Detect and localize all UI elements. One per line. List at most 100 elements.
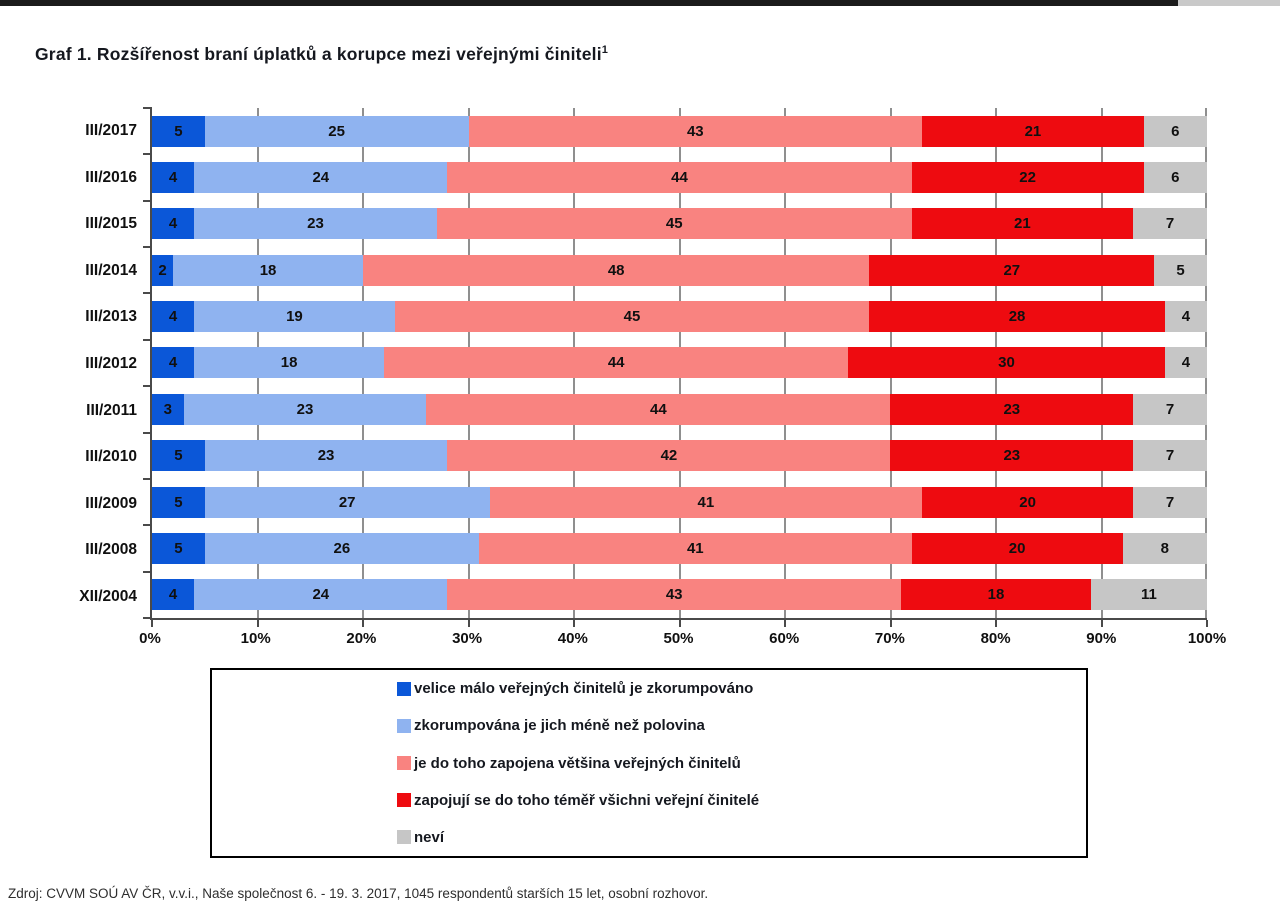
stacked-bar-III/2017: 5 25 43 21 6 [152,115,1207,147]
bar-segment: 24 [194,162,448,194]
bar-row-III/2009: 5 27 41 20 7 [152,479,1207,525]
bar-segment: 3 [152,393,184,425]
y-axis-tick [143,199,152,202]
stacked-bar-chart: III/2017 III/2016 III/2015 III/2014 III/2013… [40,107,1208,627]
legend-swatch-icon [397,756,411,770]
bar-segment: 43 [468,115,923,147]
bar-segment: 22 [911,162,1144,194]
stacked-bar-III/2013: 4 19 45 28 4 [152,301,1207,333]
bar-row-III/2015: 4 23 45 21 7 [152,201,1207,247]
bar-segment: 25 [204,115,469,147]
bar-segment: 42 [447,440,891,472]
bar-segment: 23 [890,393,1134,425]
y-axis-label-III/2017: III/2017 [85,122,137,140]
x-axis-tick-label-100%: 100% [1187,630,1227,647]
bar-segment: 4 [152,301,195,333]
bar-segment: 23 [890,440,1134,472]
bar-segment: 44 [447,162,912,194]
x-axis-tick [678,620,681,627]
stacked-bar-III/2008: 5 26 41 20 8 [152,532,1207,564]
bar-rows-container: 5 25 43 21 6 4 24 44 22 6 4 23 45 21 7 2 18 48 27 5 4 19 45 28 4… [152,108,1207,618]
bar-segment: 6 [1143,162,1207,194]
legend-label: zkorumpována je jich méně než polovina [414,717,705,735]
bar-segment: 4 [152,208,195,240]
y-axis-label-III/2009: III/2009 [85,494,137,512]
y-axis-tick [143,477,152,480]
bar-segment: 41 [489,486,923,518]
legend-swatch-icon [397,718,411,733]
y-axis-label-XII/2004: XII/2004 [79,587,137,605]
y-axis-label-III/2011: III/2011 [86,401,137,419]
y-axis-label-III/2008: III/2008 [85,541,137,559]
legend-item: je do toho zapojena většina veřejných či… [397,744,1086,781]
source-note: Zdroj: CVVM SOÚ AV ČR, v.v.i., Naše spol… [8,886,709,901]
bar-segment: 7 [1133,393,1207,425]
x-axis-tick-label-80%: 80% [980,630,1011,647]
y-axis-label-III/2016: III/2016 [85,168,137,186]
legend-swatch-icon [397,830,411,845]
legend-swatch-icon [397,793,411,808]
bar-segment: 26 [204,532,480,564]
bar-segment: 20 [922,486,1134,518]
bar-row-XII/2004: 4 24 43 18 11 [152,572,1207,618]
bar-segment: 45 [394,301,870,333]
bar-segment: 7 [1133,440,1207,472]
legend-swatch-icon [397,681,411,696]
legend-label: je do toho zapojena většina veřejných či… [414,754,741,772]
stacked-bar-III/2012: 4 18 44 30 4 [152,347,1207,379]
bar-row-III/2014: 2 18 48 27 5 [152,247,1207,293]
legend-label: zapojují se do toho téměř všichni veřejn… [414,791,760,809]
bar-segment: 19 [194,301,395,333]
x-axis-tick-label-30%: 30% [452,630,483,647]
bar-segment: 48 [362,254,870,286]
y-axis-label-III/2013: III/2013 [85,308,137,326]
bar-row-III/2017: 5 25 43 21 6 [152,108,1207,154]
legend-label: neví [414,828,445,846]
bar-segment: 23 [183,393,427,425]
bar-segment: 11 [1090,579,1207,611]
legend-label: velice málo veřejných činitelů je zkorum… [414,680,754,698]
stacked-bar-III/2015: 4 23 45 21 7 [152,208,1207,240]
bar-segment: 4 [152,347,195,379]
bar-segment: 43 [447,579,902,611]
x-axis-tick [1206,620,1208,627]
stacked-bar-XII/2004: 4 24 43 18 11 [152,579,1207,611]
y-axis-category-labels: III/2017 III/2016 III/2015 III/2014 III/2013… [40,108,150,620]
legend-item: zkorumpována je jich méně než polovina [397,707,1086,744]
x-axis-tick [995,620,997,627]
bar-segment: 41 [479,532,912,564]
bar-segment: 5 [152,486,205,518]
bar-segment: 2 [152,254,174,286]
bar-row-III/2012: 4 18 44 30 4 [152,340,1207,386]
x-axis-tick [889,620,892,627]
bar-segment: 21 [911,208,1134,240]
chart-title-footnote-marker: 1 [601,44,609,57]
x-axis-tick [151,620,153,627]
x-axis-tick-label-0%: 0% [139,630,161,647]
plot-area: 5 25 43 21 6 4 24 44 22 6 4 23 45 21 7 2 18 48 27 5 4 19 45 28 4… [143,107,1208,627]
chart-title: Graf 1. Rozšířenost braní úplatků a koru… [35,44,608,65]
y-axis-label-III/2012: III/2012 [85,355,137,372]
bar-segment: 5 [152,532,205,564]
bar-row-III/2010: 5 23 42 23 7 [152,433,1207,479]
bar-segment: 23 [194,208,437,240]
bar-segment: 27 [204,486,490,518]
y-axis-tick [143,431,152,434]
y-axis-tick [143,153,152,156]
bar-segment: 7 [1133,486,1207,518]
legend-box: velice málo veřejných činitelů je zkorum… [210,668,1088,858]
bar-segment: 8 [1122,532,1207,564]
bar-row-III/2013: 4 19 45 28 4 [152,293,1207,339]
bar-segment: 4 [1164,347,1207,379]
bar-segment: 4 [1164,301,1207,333]
y-axis-tick [143,385,152,388]
bar-segment: 18 [173,254,363,286]
bar-segment: 23 [204,440,448,472]
window-top-strip [0,0,1280,6]
y-axis-tick [143,338,152,341]
bar-segment: 21 [922,115,1144,147]
bar-segment: 5 [152,115,205,147]
x-axis-tick-labels: 0% 10% 20% 30% 40% 50% 60% 70% 80% 90% 100% [139,630,1226,652]
bar-segment: 44 [426,393,891,425]
y-axis-tick [143,292,152,295]
